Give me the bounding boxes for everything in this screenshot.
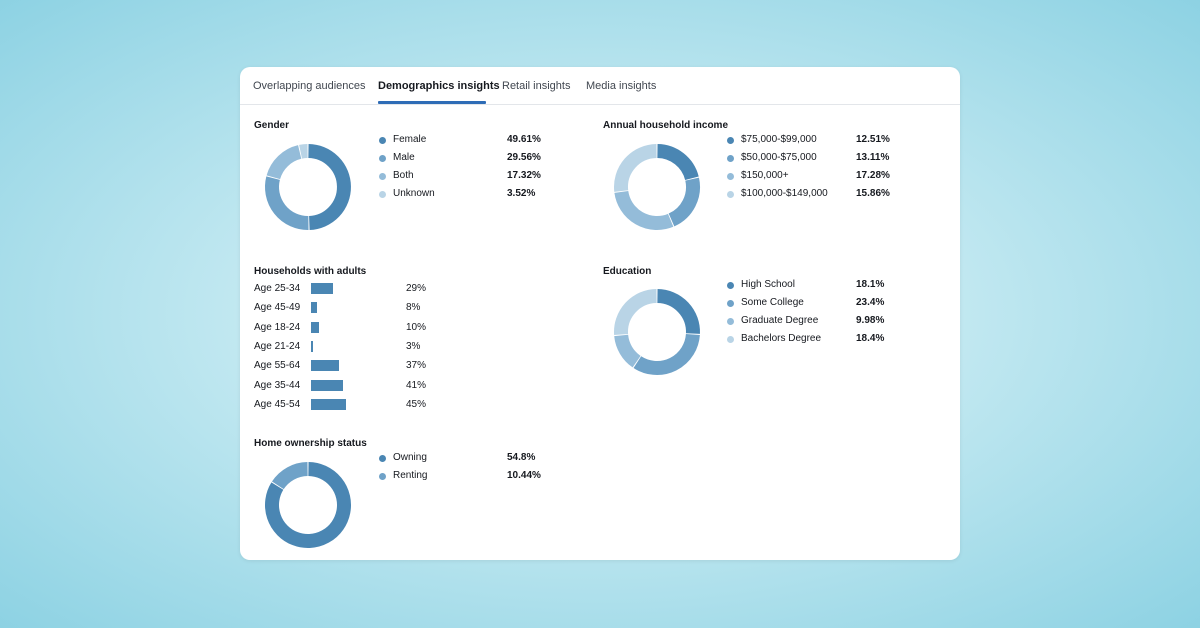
legend-value: 10.44%: [507, 470, 541, 481]
gender-slice-unknown: [299, 144, 308, 159]
legend-value: 17.28%: [856, 170, 890, 181]
home-slice-owning: [265, 462, 351, 548]
tab-bar: Overlapping audiences Demographics insig…: [240, 67, 960, 105]
income-slice-50-000-75-000: [668, 177, 700, 227]
gender-title: Gender: [254, 120, 290, 131]
legend-value: 54.8%: [507, 452, 536, 463]
legend-swatch: [727, 137, 734, 144]
legend-label: $150,000+: [741, 170, 789, 181]
legend-label: Bachelors Degree: [741, 333, 822, 344]
gender-donut-chart: [265, 144, 351, 231]
home-slice-renting: [271, 462, 309, 490]
legend-value: 15.86%: [856, 188, 890, 199]
legend-label: Female: [393, 134, 427, 145]
income-slice-75-000-99-000: [656, 144, 699, 181]
demographics-card: Overlapping audiences Demographics insig…: [240, 67, 960, 560]
gender-slice-male: [265, 176, 309, 231]
bar-label: Age 55-64: [254, 360, 301, 372]
legend-label: Graduate Degree: [741, 315, 819, 326]
legend-value: 12.51%: [856, 134, 890, 145]
income-title: Annual household income: [603, 120, 729, 131]
legend-value: 18.4%: [856, 333, 885, 344]
legend-value: 17.32%: [507, 170, 541, 181]
bar: [311, 398, 346, 410]
bar: [311, 321, 319, 333]
bar-value: 37%: [406, 360, 427, 372]
home-ownership-title: Home ownership status: [254, 438, 367, 449]
bar: [311, 340, 314, 352]
bar-value: 10%: [406, 321, 427, 333]
bar-label: Age 45-54: [254, 398, 301, 410]
bar: [311, 302, 318, 314]
legend-label: $100,000-$149,000: [741, 188, 828, 199]
households-title: Households with adults: [254, 266, 367, 277]
home-ownership-donut-chart: [265, 462, 351, 548]
gender-slice-both: [266, 145, 302, 180]
legend-label: High School: [741, 279, 795, 290]
tab-overlapping-audiences[interactable]: Overlapping audiences: [253, 80, 366, 92]
legend-swatch: [379, 191, 386, 198]
legend-value: 9.98%: [856, 315, 885, 326]
legend-label: Both: [393, 170, 414, 181]
bar-label: Age 35-44: [254, 379, 301, 391]
legend-swatch: [727, 318, 734, 325]
legend-swatch: [379, 455, 386, 462]
legend-swatch: [727, 336, 734, 343]
legend-value: 13.11%: [856, 152, 890, 163]
legend-label: Owning: [393, 452, 427, 463]
legend-value: 29.56%: [507, 152, 541, 163]
legend-label: $75,000-$99,000: [741, 134, 817, 145]
legend-label: Renting: [393, 470, 428, 481]
legend-label: Some College: [741, 297, 804, 308]
tab-retail-insights[interactable]: Retail insights: [502, 80, 571, 92]
legend-swatch: [727, 173, 734, 180]
tab-media-insights[interactable]: Media insights: [586, 80, 657, 92]
bar: [311, 379, 343, 391]
bar-value: 8%: [406, 302, 421, 314]
bar-value: 45%: [406, 398, 427, 410]
legend-swatch: [727, 300, 734, 307]
legend-swatch: [727, 155, 734, 162]
legend-label: $50,000-$75,000: [741, 152, 817, 163]
active-tab-indicator: [378, 101, 486, 104]
education-slice-high-school: [656, 289, 700, 334]
education-donut-chart: [614, 289, 700, 375]
education-slice-bachelors-degree: [614, 289, 658, 336]
legend-swatch: [727, 191, 734, 198]
legend-value: 23.4%: [856, 297, 885, 308]
legend-value: 18.1%: [856, 279, 885, 290]
bar-label: Age 21-24: [254, 340, 301, 352]
tab-demographics-insights[interactable]: Demographics insights: [378, 80, 500, 92]
legend-swatch: [379, 473, 386, 480]
bar-value: 29%: [406, 283, 427, 294]
gender-slice-female: [307, 144, 351, 230]
legend-value: 49.61%: [507, 134, 541, 145]
income-donut-chart: [614, 144, 700, 230]
bar-label: Age 25-34: [254, 283, 301, 294]
bar-value: 41%: [406, 379, 427, 391]
legend-swatch: [379, 173, 386, 180]
bar-label: Age 45-49: [254, 302, 301, 314]
legend-value: 3.52%: [507, 188, 536, 199]
education-slice-some-college: [633, 333, 700, 375]
income-slice-100-000-149-000: [614, 144, 658, 192]
legend-swatch: [727, 282, 734, 289]
bar: [311, 283, 334, 294]
income-slice-150-000: [614, 190, 674, 230]
legend-label: Male: [393, 152, 415, 163]
education-slice-graduate-degree: [614, 334, 641, 368]
bar-label: Age 18-24: [254, 321, 301, 333]
bar-value: 3%: [406, 340, 421, 352]
bar: [311, 360, 340, 372]
legend-swatch: [379, 155, 386, 162]
legend-swatch: [379, 137, 386, 144]
legend-label: Unknown: [393, 188, 435, 199]
education-title: Education: [603, 266, 652, 277]
